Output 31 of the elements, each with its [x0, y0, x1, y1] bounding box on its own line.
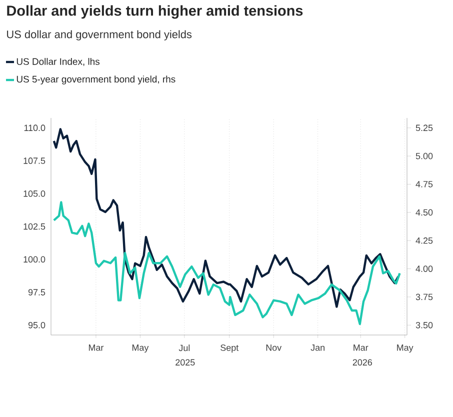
y-tick-label: 110.0	[24, 124, 46, 132]
y-tick-label: 107.5	[24, 158, 46, 164]
y-tick-label: 102.5	[24, 223, 46, 230]
chart-subtitle: US dollar and government bond yields	[7, 30, 192, 40]
legend-label: US 5-year government bond yield, rhs	[16, 76, 176, 84]
text: 2025	[176, 359, 195, 366]
y2-tick-label: 4.75	[416, 181, 433, 188]
line-series	[52, 128, 400, 308]
x-tick-label: Mar	[88, 344, 104, 351]
line-series	[52, 201, 401, 326]
y-tick-label: 95.0	[28, 322, 46, 328]
x-tick-label: Sept	[220, 344, 239, 353]
legend-label: US Dollar Index, lhs	[16, 58, 100, 66]
y-tick-label: 97.5	[28, 289, 46, 296]
y-tick-label: 100.0	[24, 256, 46, 263]
x-tick-label: Mar	[354, 344, 368, 351]
text: 2026	[352, 359, 372, 366]
y2-tick-label: 3.50	[416, 322, 433, 328]
y2-tick-label: 4.50	[416, 209, 433, 216]
y2-tick-label: 5.00	[416, 152, 433, 160]
y-tick-label: 105.0	[24, 190, 46, 197]
y2-tick-label: 4.00	[416, 266, 433, 272]
x-tick-label: Jan	[310, 344, 324, 351]
y2-tick-label: 3.75	[416, 294, 433, 300]
chart-title: Dollar and yields turn higher amid tensions	[7, 5, 303, 19]
x-tick-label: Jul	[178, 344, 190, 352]
x-tick-label: May	[397, 344, 414, 353]
x-tick-label: May	[132, 344, 149, 353]
y2-tick-label: 4.25	[416, 237, 433, 244]
y2-tick-label: 5.25	[416, 124, 433, 132]
x-tick-label: Nov	[266, 344, 282, 351]
